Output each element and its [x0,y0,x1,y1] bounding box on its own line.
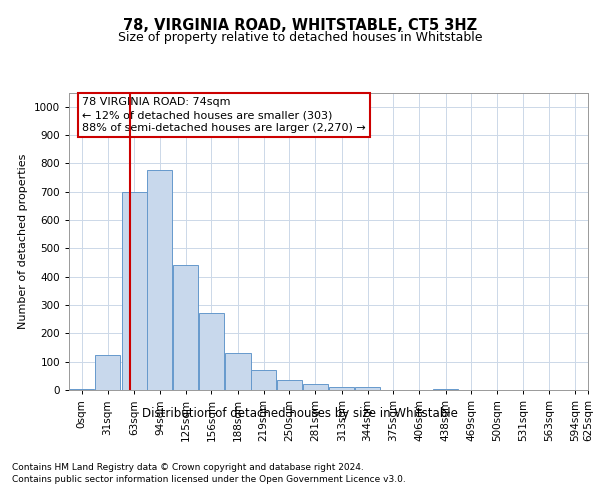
Text: Distribution of detached houses by size in Whitstable: Distribution of detached houses by size … [142,408,458,420]
Text: Size of property relative to detached houses in Whitstable: Size of property relative to detached ho… [118,31,482,44]
Bar [95,354,120,390]
Bar [302,384,328,390]
Bar [148,170,172,390]
Y-axis label: Number of detached properties: Number of detached properties [18,154,28,329]
Bar [173,266,198,390]
Bar [70,388,94,390]
Bar [433,388,458,390]
Text: Contains HM Land Registry data © Crown copyright and database right 2024.: Contains HM Land Registry data © Crown c… [12,462,364,471]
Text: Contains public sector information licensed under the Open Government Licence v3: Contains public sector information licen… [12,475,406,484]
Bar [277,380,302,390]
Bar [251,370,276,390]
Bar [226,353,251,390]
Bar [199,313,224,390]
Bar [122,192,147,390]
Text: 78 VIRGINIA ROAD: 74sqm
← 12% of detached houses are smaller (303)
88% of semi-d: 78 VIRGINIA ROAD: 74sqm ← 12% of detache… [82,97,366,134]
Bar [355,387,380,390]
Bar [329,387,355,390]
Text: 78, VIRGINIA ROAD, WHITSTABLE, CT5 3HZ: 78, VIRGINIA ROAD, WHITSTABLE, CT5 3HZ [123,18,477,32]
